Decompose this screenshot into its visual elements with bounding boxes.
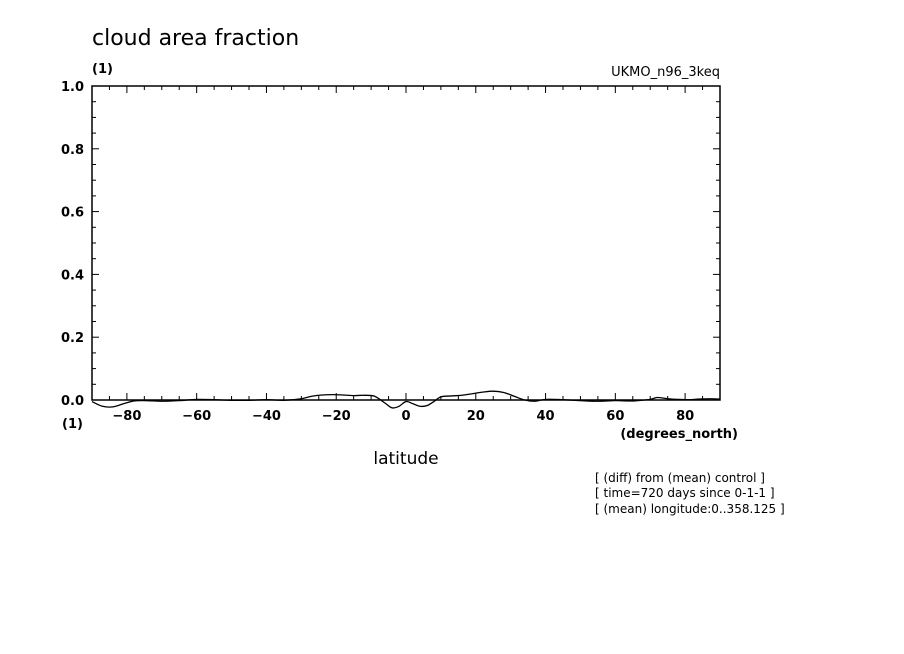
- y-tick-labels: 0.0 0.2 0.4 0.6 0.8 1.0: [61, 80, 84, 409]
- y-tick-label: 0.8: [61, 143, 84, 158]
- y-tick-label: 0.4: [61, 268, 84, 283]
- chart-title: cloud area fraction: [92, 26, 299, 51]
- y-units-label: (1): [92, 62, 113, 77]
- x-units-left-label: (1): [62, 417, 83, 432]
- x-axis-label: latitude: [373, 449, 438, 469]
- dataset-label: UKMO_n96_3keq: [611, 65, 720, 80]
- x-tick-label: 40: [537, 409, 555, 424]
- x-tick-label: 60: [606, 409, 624, 424]
- y-tick-label: 0.0: [61, 394, 84, 409]
- x-tick-labels: −80 −60 −40 −20 0 20 40 60 80: [112, 409, 694, 424]
- x-tick-label: −40: [252, 409, 281, 424]
- y-tick-label: 0.6: [61, 206, 84, 221]
- x-tick-label: −60: [182, 409, 211, 424]
- x-tick-label: 80: [676, 409, 694, 424]
- y-tick-label: 0.2: [61, 331, 84, 346]
- plot-frame: [91, 85, 721, 401]
- x-tick-label: −20: [322, 409, 351, 424]
- x-tick-label: −80: [112, 409, 141, 424]
- y-tick-label: 1.0: [61, 80, 84, 95]
- x-tick-label: 0: [401, 409, 410, 424]
- note-line-2: [ time=720 days since 0-1-1 ]: [595, 486, 775, 500]
- x-tick-label: 20: [467, 409, 485, 424]
- axis-ticks: [91, 85, 721, 401]
- note-line-3: [ (mean) longitude:0..358.125 ]: [595, 502, 785, 516]
- note-line-1: [ (diff) from (mean) control ]: [595, 471, 765, 485]
- x-units-label: (degrees_north): [620, 427, 738, 442]
